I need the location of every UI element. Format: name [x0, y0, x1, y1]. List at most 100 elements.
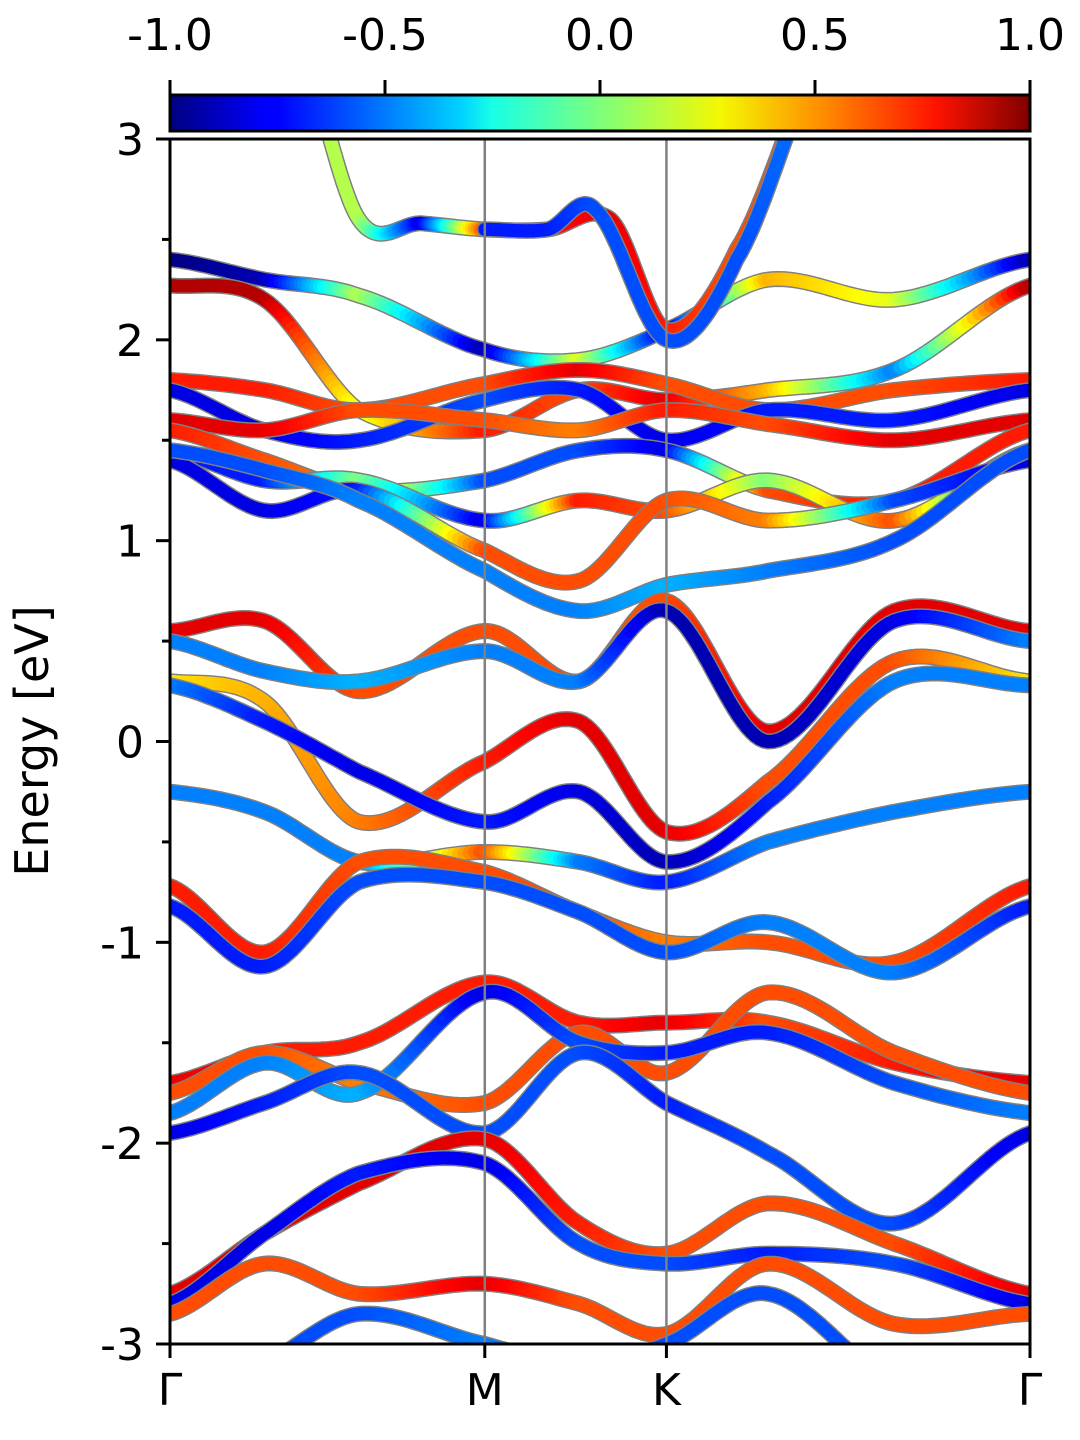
colorbar-tick-label: -0.5	[342, 10, 428, 61]
band-segment	[225, 1382, 229, 1384]
colorbar-tick-label: 0.0	[565, 10, 635, 61]
band-segment	[501, 1343, 509, 1344]
band-segment	[495, 1341, 508, 1344]
band-segment	[905, 1388, 911, 1390]
band-segment	[486, 1339, 503, 1344]
band-segment	[605, 1362, 609, 1363]
band-segment	[532, 1357, 536, 1358]
band-segment	[257, 1366, 261, 1368]
band-segment	[280, 1353, 284, 1356]
band-segment	[650, 1340, 665, 1344]
band-segment	[217, 1386, 221, 1388]
high-symmetry-lines	[483, 139, 668, 1344]
band-22	[170, 1150, 1030, 1312]
band-segment	[634, 1354, 638, 1355]
band-segment	[648, 1341, 661, 1344]
band-segment	[276, 1355, 280, 1357]
band-segment	[261, 1364, 265, 1366]
band-segment	[777, 139, 793, 151]
band-segment	[939, 1397, 945, 1398]
band-19	[170, 983, 1030, 1121]
colorbar-tick-label: -1.0	[127, 10, 213, 61]
band-segment	[304, 54, 307, 61]
band-segment	[811, 63, 815, 71]
band-segment	[516, 1353, 520, 1354]
colorbar-tick-label: 0.5	[780, 10, 850, 61]
band-segment	[221, 1384, 225, 1386]
band-segment	[286, 1338, 303, 1344]
band-segment	[299, 43, 302, 48]
band-segment	[287, 1343, 289, 1344]
bands	[170, 39, 1030, 1401]
band-segment	[922, 1393, 928, 1394]
band-segment	[934, 1396, 940, 1397]
band-segment	[807, 71, 811, 80]
band-segment	[619, 1358, 623, 1359]
band-segment	[873, 1372, 878, 1376]
band-segment	[205, 1391, 209, 1393]
band-segment	[528, 1356, 532, 1357]
band-13	[170, 665, 1030, 870]
band-segment	[641, 1352, 645, 1353]
band-5	[170, 401, 1030, 449]
band-segment	[264, 1362, 268, 1364]
band-segment	[878, 1375, 883, 1378]
band-segment	[296, 39, 299, 43]
band-14	[170, 783, 1030, 891]
band-segment	[194, 1396, 198, 1398]
band-segment	[560, 1363, 564, 1364]
band-9	[170, 442, 1030, 620]
band-segment	[312, 75, 315, 83]
band-segment	[842, 1342, 851, 1344]
band-segment	[968, 1400, 974, 1401]
band-segment	[807, 73, 811, 82]
band-segment	[524, 1355, 528, 1356]
band-segment	[911, 1390, 917, 1392]
band-segment	[900, 1386, 906, 1388]
band-segment	[245, 1372, 249, 1374]
band-segment	[601, 1362, 605, 1363]
band-segment	[548, 1361, 552, 1362]
band-segment	[306, 60, 309, 67]
band-segment	[917, 1392, 923, 1394]
band-23	[170, 1255, 1030, 1343]
band-segment	[852, 1354, 857, 1359]
band-segment	[645, 1351, 649, 1352]
band-segment	[241, 1374, 245, 1376]
band-segment	[884, 1379, 889, 1382]
band-segment	[253, 1368, 257, 1370]
band-segment	[186, 1399, 190, 1400]
band-segment	[268, 1360, 272, 1362]
band-segment	[309, 68, 312, 76]
band-outline	[476, 139, 795, 349]
band-segment	[627, 1357, 631, 1358]
band-segment	[868, 1368, 873, 1372]
band-20	[170, 1044, 1030, 1232]
band-segment	[956, 1399, 962, 1400]
band-segment	[314, 83, 317, 92]
band-segment	[249, 1370, 253, 1372]
band-segment	[612, 1360, 616, 1361]
band-segment	[608, 1361, 612, 1362]
band-segment	[962, 1400, 968, 1401]
band-segment	[285, 1341, 298, 1344]
colorbar-ticks: -1.0 -0.5 0.0 0.5 1.0	[127, 10, 1065, 95]
band-segment	[630, 1356, 634, 1357]
band-segment	[508, 1351, 512, 1352]
colorbar: -1.0 -0.5 0.0 0.5 1.0	[127, 10, 1065, 133]
band-segment	[857, 1359, 862, 1364]
band-segment	[202, 1393, 206, 1395]
band-segment	[272, 1358, 276, 1360]
band-segment	[653, 1338, 670, 1344]
band-segment	[544, 1360, 548, 1361]
band-11	[170, 602, 1030, 750]
band-segment	[804, 80, 808, 89]
colorbar-gradient	[168, 93, 1032, 133]
band-segment	[540, 1359, 544, 1360]
band-26	[476, 73, 811, 349]
band-segment	[616, 1359, 620, 1360]
band-segment	[556, 1362, 560, 1363]
